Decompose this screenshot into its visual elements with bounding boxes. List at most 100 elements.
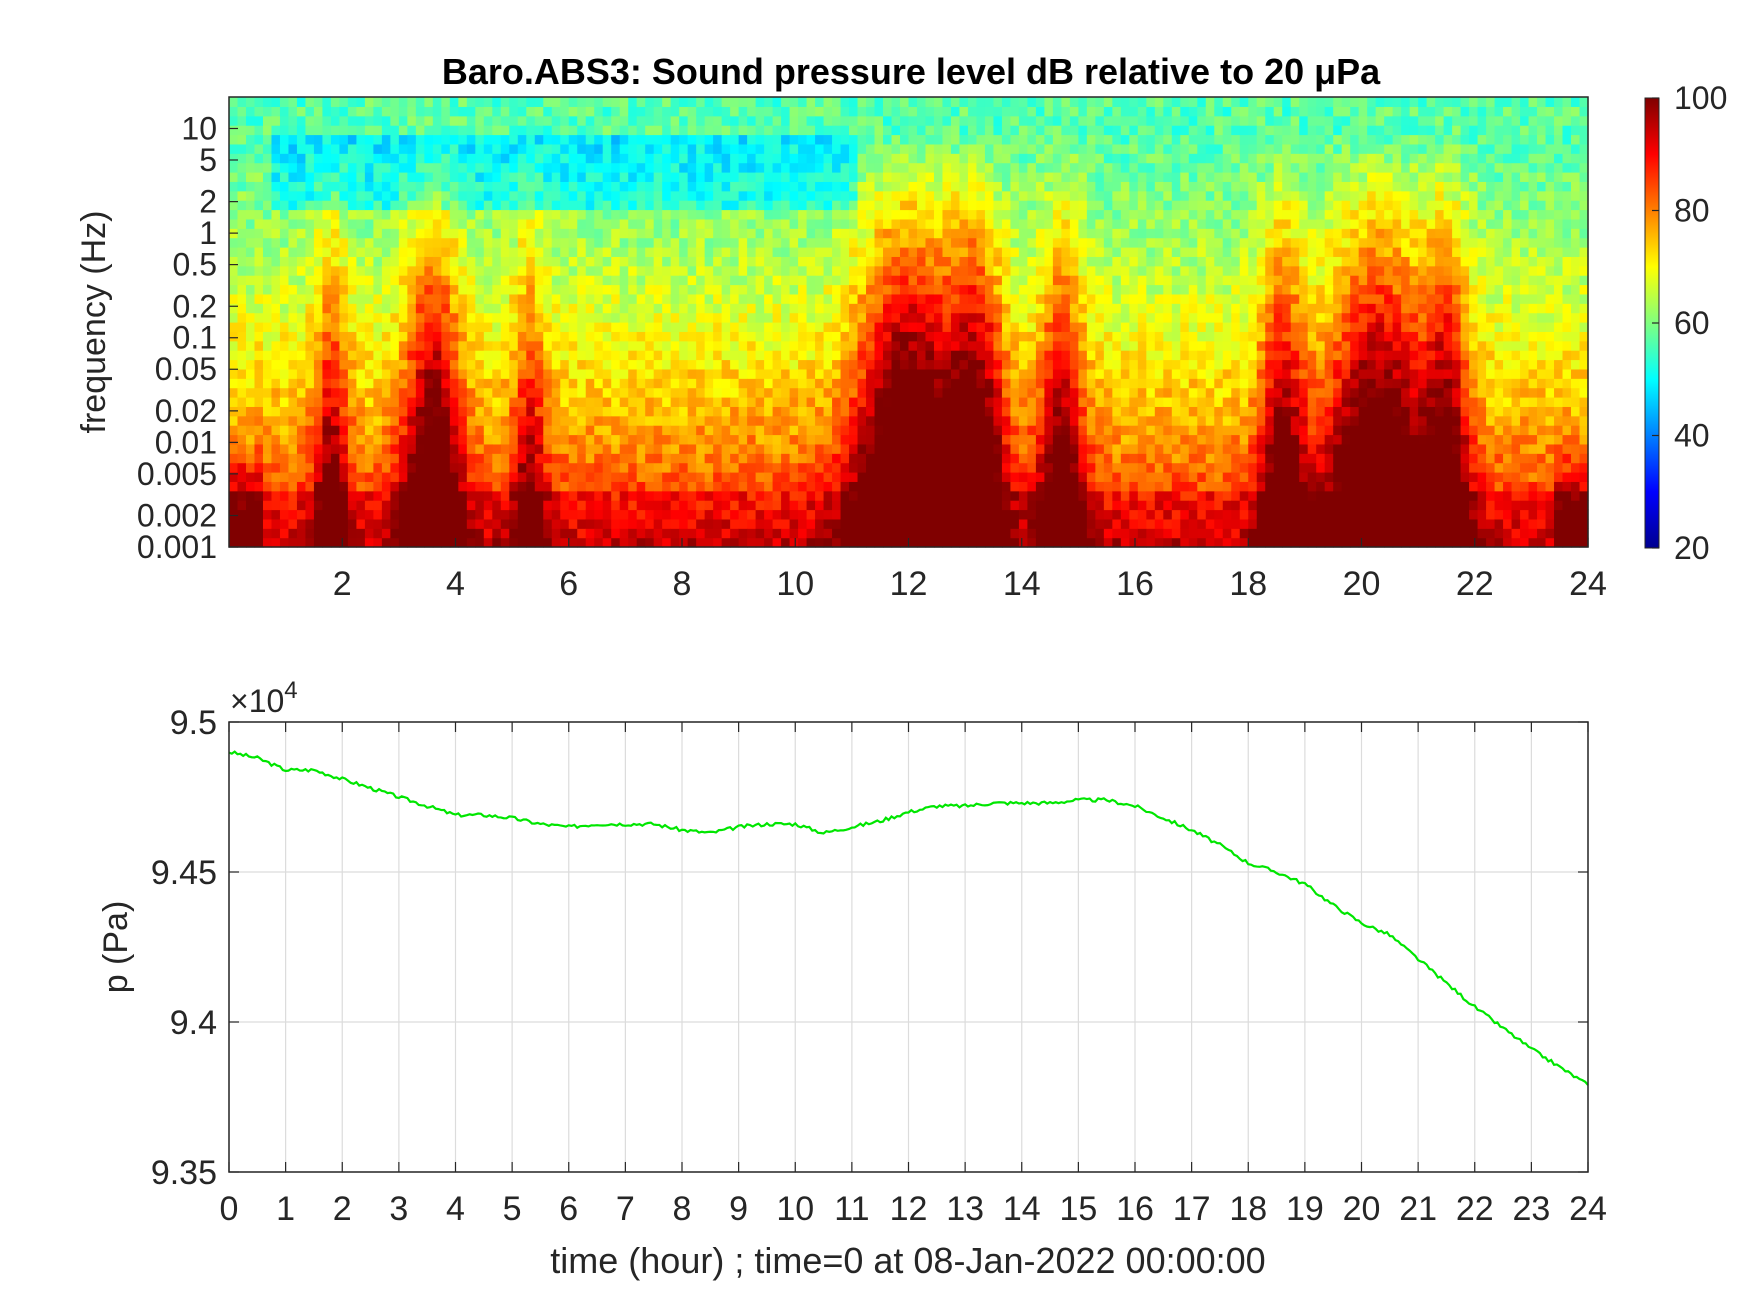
spectrogram-cell [577,340,587,351]
spectrogram-cell [560,481,570,492]
spectrogram-cell [840,500,850,511]
spectrogram-cell [687,190,697,201]
spectrogram-cell [959,434,969,445]
spectrogram-cell [517,453,527,464]
spectrogram-cell [1010,387,1020,398]
spectrogram-cell [288,284,298,295]
spectrogram-cell [313,228,324,239]
spectrogram-cell [424,490,434,501]
spectrogram-cell [390,153,400,164]
spectrogram-cell [229,453,239,464]
spectrogram-cell [687,153,697,164]
spectrogram-cell [653,115,663,126]
spectrogram-cell [1086,237,1096,248]
spectrogram-cell [798,397,808,407]
spectrogram-cell [1103,453,1113,464]
spectrogram-cell [696,387,706,398]
spectrogram-cell [611,368,621,379]
spectrogram-cell [891,537,901,548]
spectrogram-cell [764,368,774,379]
spectrogram-cell [483,537,493,548]
spectrogram-cell [959,322,969,332]
spectrogram-cell [322,378,332,389]
spectrogram-cell [305,97,315,107]
spectrogram-cell [322,359,332,370]
spectrogram-cell [908,303,918,314]
spectrogram-cell [466,462,476,473]
spectrogram-cell [1044,425,1054,436]
spectrogram-cell [1035,275,1045,286]
spectrogram-cell [696,378,706,389]
spectrogram-cell [398,368,408,379]
spectrogram-cell [815,172,825,182]
spectrogram-cell [415,228,425,239]
spectrogram-cell [305,537,315,548]
spectrogram-cell [1095,331,1105,342]
spectrogram-cell [857,218,867,229]
spectrogram-cell [730,434,740,445]
spectrogram-cell [959,125,969,136]
spectrogram-cell [1018,340,1029,351]
spectrogram-cell [1035,134,1045,145]
spectrogram-cell [713,172,723,182]
spectrogram-cell [619,303,629,314]
spectrogram-cell [458,125,468,136]
spectrogram-cell [585,228,595,239]
spectrogram-cell [628,537,638,548]
spectrogram-cell [993,293,1003,304]
spectrogram-cell [500,228,510,239]
spectrogram-cell [492,359,502,370]
spectrogram-cell [1086,406,1096,417]
spectrogram-cell [483,97,493,107]
spectrogram-cell [305,443,315,454]
spectrogram-cell [959,256,969,267]
spectrogram-cell [993,434,1003,445]
spectrogram-cell [432,284,442,295]
spectrogram-cell [891,237,901,248]
spectrogram-cell [967,415,978,426]
spectrogram-cell [1010,500,1020,511]
spectrogram-cell [424,303,434,314]
spectrogram-cell [874,284,884,295]
spectrogram-cell [509,378,519,389]
spectrogram-cell [483,256,493,267]
spectrogram-cell [1018,265,1029,276]
spectrogram-cell [679,490,689,501]
spectrogram-cell [857,518,867,529]
spectrogram-cell [866,434,876,445]
spectrogram-cell [866,190,876,201]
spectrogram-cell [237,172,247,182]
spectrogram-cell [296,303,307,314]
spectrogram-cell [798,162,808,173]
spectrogram-cell [942,518,952,529]
spectrogram-cell [585,256,595,267]
spectrogram-cell [432,218,442,229]
spectrogram-cell [781,528,791,539]
spectrogram-cell [815,293,825,304]
spectrogram-cell [254,350,264,361]
spectrogram-cell [662,350,672,361]
spectrogram-cell [687,218,697,229]
spectrogram-cell [636,500,646,511]
spectrogram-cell [254,387,264,398]
spectrogram-cell [696,200,706,211]
spectrogram-cell [832,490,842,501]
spectrogram-cell [984,350,995,361]
spectrogram-cell [806,397,816,407]
spectrogram-cell [432,190,442,201]
spectrogram-cell [560,134,570,145]
spectrogram-cell [916,303,927,314]
spectrogram-cell [645,368,655,379]
spectrogram-cell [636,537,646,548]
spectrogram-cell [509,275,519,286]
spectrogram-cell [815,453,825,464]
spectrogram-cell [322,462,332,473]
spectrogram-cell [339,518,349,529]
spectrogram-cell [950,425,961,436]
spectrogram-cell [500,378,510,389]
spectrogram-cell [900,425,910,436]
spectrogram-cell [305,284,315,295]
spectrogram-cell [781,340,791,351]
spectrogram-cell [891,443,901,454]
spectrogram-cell [959,106,969,117]
